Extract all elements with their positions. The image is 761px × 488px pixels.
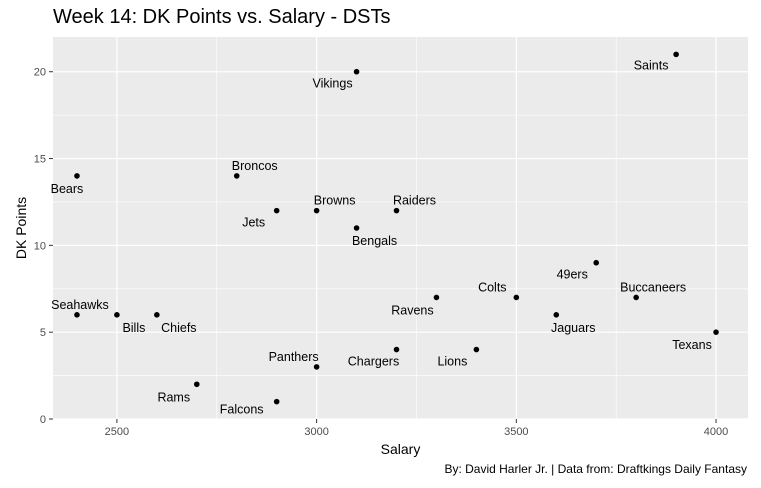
point-label-chiefs: Chiefs <box>161 321 196 335</box>
point-lions <box>473 346 480 353</box>
point-label-colts: Colts <box>478 280 506 294</box>
point-label-raiders: Raiders <box>393 194 436 208</box>
point-label-lions: Lions <box>437 355 467 369</box>
point-label-rams: Rams <box>157 390 190 404</box>
point-buccaneers <box>633 294 639 301</box>
point-chiefs <box>154 312 160 318</box>
point-bills <box>114 312 120 318</box>
point-label-jaguars: Jaguars <box>551 321 595 335</box>
point-falcons <box>273 398 280 405</box>
point-label-browns: Browns <box>314 194 356 208</box>
point-label-saints: Saints <box>634 58 669 72</box>
point-seahawks <box>74 312 80 318</box>
x-axis-title: Salary <box>381 441 421 457</box>
point-browns <box>313 207 320 214</box>
point-broncos <box>233 173 240 179</box>
data-points <box>74 51 719 405</box>
point-vikings <box>353 68 360 75</box>
point-chargers <box>393 346 400 353</box>
point-label-jets: Jets <box>242 216 265 230</box>
axis-ticks: 2500 3000 3500 4000 0 5 10 15 20 <box>34 67 729 438</box>
point-label-49ers: 49ers <box>557 268 588 282</box>
point-bengals <box>353 225 360 231</box>
point-rams <box>193 381 200 388</box>
y-axis-title: DK Points <box>13 197 29 259</box>
chart-title: Week 14: DK Points vs. Salary - DSTs <box>53 6 391 28</box>
point-jaguars <box>553 312 560 318</box>
point-label-texans: Texans <box>672 338 712 352</box>
point-label-buccaneers: Buccaneers <box>620 280 686 294</box>
point-label-chargers: Chargers <box>348 355 399 369</box>
point-texans <box>713 329 719 335</box>
chart-caption: By: David Harler Jr. | Data from: Draftk… <box>444 462 747 476</box>
major-gridlines <box>53 37 748 420</box>
y-tick-label: 20 <box>34 67 46 79</box>
point-49ers <box>593 259 600 266</box>
y-tick-label: 0 <box>40 414 46 426</box>
point-label-bengals: Bengals <box>352 234 397 248</box>
point-label-ravens: Ravens <box>391 303 433 317</box>
point-label-broncos: Broncos <box>232 159 278 173</box>
point-label-falcons: Falcons <box>220 403 264 417</box>
point-raiders <box>393 207 400 214</box>
y-tick-label: 15 <box>34 154 46 166</box>
x-tick-label: 4000 <box>704 426 728 438</box>
point-labels: Saints Vikings Bears Broncos Jets Browns Raide… <box>51 58 712 416</box>
x-tick-label: 3500 <box>504 426 528 438</box>
x-tick-label: 3000 <box>304 426 328 438</box>
point-colts <box>513 294 520 301</box>
point-label-bills: Bills <box>122 321 145 335</box>
point-jets <box>273 207 280 214</box>
point-label-panthers: Panthers <box>269 350 319 364</box>
point-panthers <box>313 364 320 370</box>
y-tick-label: 10 <box>34 240 46 252</box>
x-tick-label: 2500 <box>105 426 129 438</box>
point-label-seahawks: Seahawks <box>51 298 109 312</box>
point-label-vikings: Vikings <box>313 77 353 91</box>
point-label-bears: Bears <box>51 182 84 196</box>
point-bears <box>74 173 80 179</box>
point-saints <box>673 51 679 58</box>
minor-gridlines <box>53 37 748 419</box>
point-ravens <box>433 294 440 301</box>
y-tick-label: 5 <box>40 327 46 339</box>
plot-panel <box>53 37 748 419</box>
